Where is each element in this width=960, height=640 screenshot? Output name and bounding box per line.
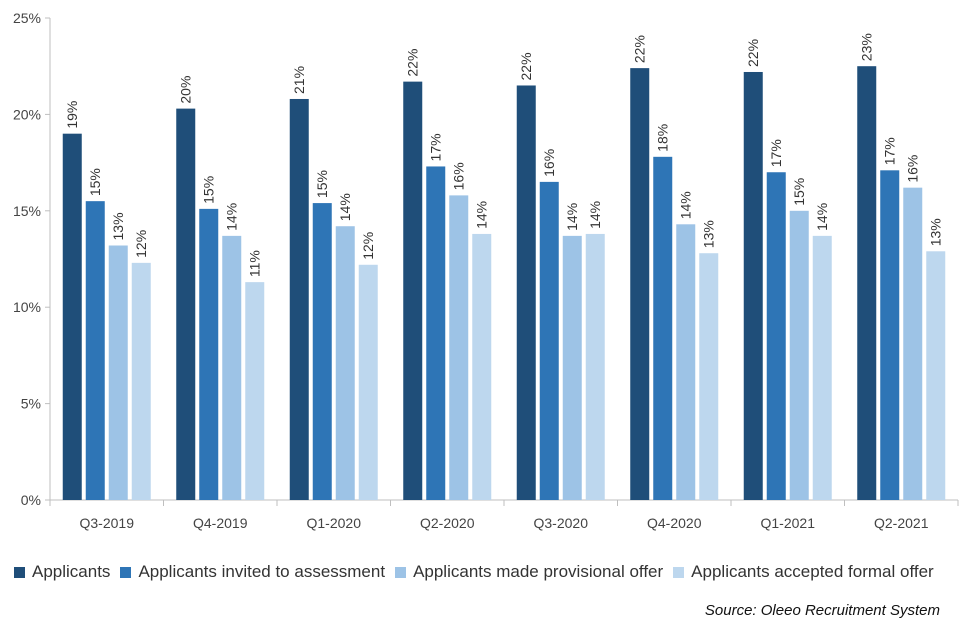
data-label: 18% <box>655 124 671 152</box>
data-label: 22% <box>632 35 648 63</box>
legend-label: Applicants made provisional offer <box>413 562 664 581</box>
data-label: 22% <box>518 52 534 80</box>
bar <box>903 187 923 500</box>
bar <box>312 203 332 500</box>
y-tick-label: 20% <box>13 106 41 122</box>
bar <box>449 195 469 500</box>
data-label: 16% <box>541 149 557 177</box>
data-label: 16% <box>905 155 921 183</box>
data-label: 14% <box>814 203 830 231</box>
bar <box>766 172 786 501</box>
bar <box>289 98 309 500</box>
legend-label: Applicants invited to assessment <box>138 562 386 581</box>
bar-labels: 19% 15% 13% 12% 20% 15% 14% 11% 21% 15% 14% 12% 22% 1… <box>64 33 944 277</box>
legend-item: Applicants made provisional offer <box>395 562 663 582</box>
bar <box>358 264 378 500</box>
bar <box>403 81 423 501</box>
data-label: 17% <box>768 139 784 167</box>
data-label: 15% <box>87 168 103 196</box>
bar <box>699 253 719 500</box>
x-tick-label: Q3-2020 <box>534 515 589 531</box>
bar <box>743 71 763 500</box>
y-tick-label: 25% <box>13 10 41 26</box>
data-label: 20% <box>178 76 194 104</box>
bar <box>335 226 355 500</box>
data-label: 12% <box>133 230 149 258</box>
data-label: 14% <box>564 203 580 231</box>
x-tick-label: Q2-2020 <box>420 515 475 531</box>
legend-item: Applicants invited to assessment <box>120 562 385 582</box>
data-label: 19% <box>64 101 80 129</box>
data-label: 14% <box>678 191 694 219</box>
bar <box>585 233 605 500</box>
x-tick-label: Q4-2019 <box>193 515 248 531</box>
data-label: 15% <box>201 176 217 204</box>
bar <box>676 224 696 500</box>
bar-chart: 0% 5% 10% 15% 20% 25% Q3-2019 Q4-2019 Q1-2020 Q2… <box>13 10 959 531</box>
legend-item: Applicants accepted formal offer <box>673 562 934 582</box>
bar <box>222 235 242 500</box>
bar <box>562 235 582 500</box>
legend-swatch <box>673 566 685 578</box>
bar <box>880 170 900 500</box>
bar <box>426 166 446 500</box>
data-label: 13% <box>928 218 944 246</box>
y-tick-label: 15% <box>13 203 41 219</box>
bar <box>789 210 809 501</box>
y-tick-label: 5% <box>21 396 41 412</box>
data-label: 15% <box>791 178 807 206</box>
x-axis: Q3-2019 Q4-2019 Q1-2020 Q2-2020 Q3-2020 Q4-20… <box>49 499 959 531</box>
legend-label: Applicants <box>32 562 111 581</box>
data-label: 12% <box>360 232 376 260</box>
bar <box>812 235 832 500</box>
data-label: 17% <box>428 133 444 161</box>
data-label: 14% <box>474 201 490 229</box>
legend-swatch <box>120 566 132 578</box>
legend-swatch <box>395 566 407 578</box>
bar <box>176 108 196 500</box>
bar <box>85 201 105 500</box>
bar <box>62 133 82 500</box>
x-tick-label: Q1-2020 <box>307 515 362 531</box>
x-tick-label: Q3-2019 <box>80 515 135 531</box>
data-label: 17% <box>882 137 898 165</box>
bar <box>653 156 673 501</box>
bar <box>245 282 265 500</box>
data-label: 16% <box>451 162 467 190</box>
bar <box>516 85 536 500</box>
x-tick-label: Q1-2021 <box>761 515 816 531</box>
y-axis: 0% 5% 10% 15% 20% 25% <box>13 10 51 508</box>
bar <box>472 233 492 500</box>
data-label: 14% <box>587 201 603 229</box>
y-tick-label: 0% <box>21 492 41 508</box>
bar <box>199 208 219 500</box>
legend-swatch <box>14 566 25 578</box>
data-label: 15% <box>314 170 330 198</box>
legend: Applicants Applicants invited to assessme… <box>14 562 934 582</box>
bars <box>62 66 946 501</box>
data-label: 13% <box>701 220 717 248</box>
bar <box>108 245 128 500</box>
bar <box>926 251 946 500</box>
y-tick-label: 10% <box>13 299 41 315</box>
data-label: 14% <box>337 193 353 221</box>
bar <box>630 68 650 501</box>
bar <box>539 181 559 500</box>
x-tick-label: Q4-2020 <box>647 515 702 531</box>
bar <box>857 66 877 500</box>
data-label: 14% <box>224 203 240 231</box>
legend-item: Applicants <box>14 562 110 582</box>
data-label: 11% <box>247 250 263 277</box>
source-note: Source: Oleeo Recruitment System <box>704 602 940 619</box>
data-label: 13% <box>110 212 126 240</box>
data-label: 22% <box>745 39 761 67</box>
x-tick-label: Q2-2021 <box>874 515 929 531</box>
data-label: 22% <box>405 49 421 77</box>
data-label: 23% <box>859 33 875 61</box>
data-label: 21% <box>291 66 307 94</box>
legend-label: Applicants accepted formal offer <box>691 562 934 581</box>
bar <box>131 262 151 500</box>
